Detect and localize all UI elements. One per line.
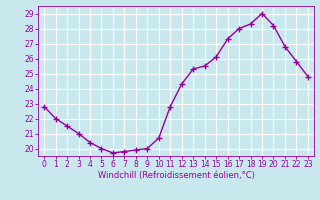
X-axis label: Windchill (Refroidissement éolien,°C): Windchill (Refroidissement éolien,°C) [98,171,254,180]
